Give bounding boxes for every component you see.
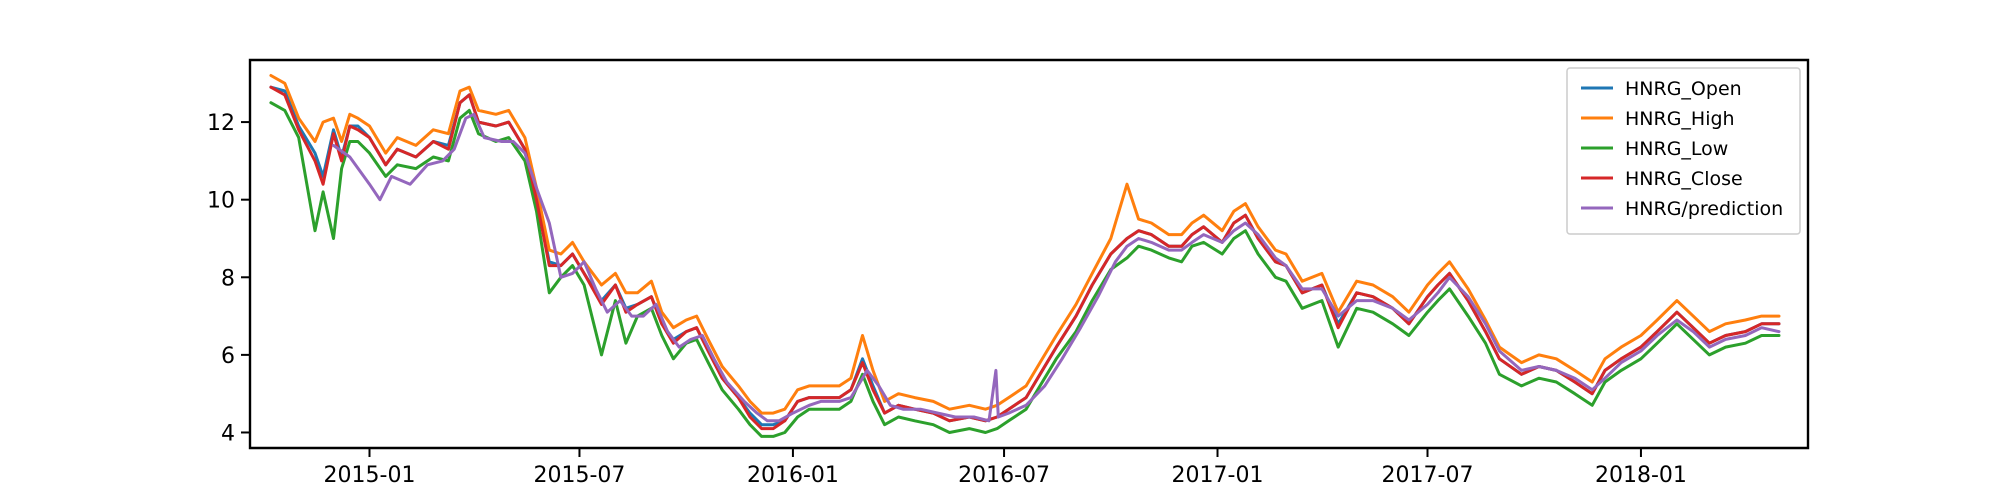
series-line-3 <box>269 85 1781 431</box>
legend-label-2: HNRG_Low <box>1625 138 1728 160</box>
series-line-1 <box>269 74 1781 415</box>
y-tick-label: 8 <box>221 266 235 291</box>
legend-box <box>1566 67 1801 235</box>
legend-label-1: HNRG_High <box>1625 108 1735 130</box>
x-tick-label: 2017-01 <box>1172 463 1264 488</box>
series-line-4 <box>332 112 1781 423</box>
y-tick-label: 10 <box>207 189 235 214</box>
legend: HNRG_Open HNRG_High HNRG_Low HNRG_Close HNRG… <box>1566 67 1801 235</box>
legend-label-0: HNRG_Open <box>1625 78 1742 100</box>
x-tick-label: 2017-07 <box>1382 463 1474 488</box>
x-tick-label: 2015-01 <box>324 463 416 488</box>
legend-label-3: HNRG_Close <box>1625 168 1743 190</box>
x-tick-label: 2016-07 <box>958 463 1050 488</box>
series-line-0 <box>269 85 1781 427</box>
x-tick-label: 2015-07 <box>534 463 626 488</box>
x-tick-label: 2016-01 <box>747 463 839 488</box>
y-tick-label: 12 <box>207 111 235 136</box>
x-tick-label: 2018-01 <box>1595 463 1687 488</box>
x-axis: 2015-01 2015-07 2016-01 2016-07 2017-01 2017-… <box>324 448 1687 488</box>
y-tick-label: 6 <box>221 344 235 369</box>
plot-area-frame <box>248 58 1810 450</box>
legend-label-4: HNRG/prediction <box>1625 198 1783 220</box>
y-axis: 4 6 8 10 12 <box>207 111 250 446</box>
y-tick-label: 4 <box>221 421 235 446</box>
series-lines <box>269 74 1781 438</box>
